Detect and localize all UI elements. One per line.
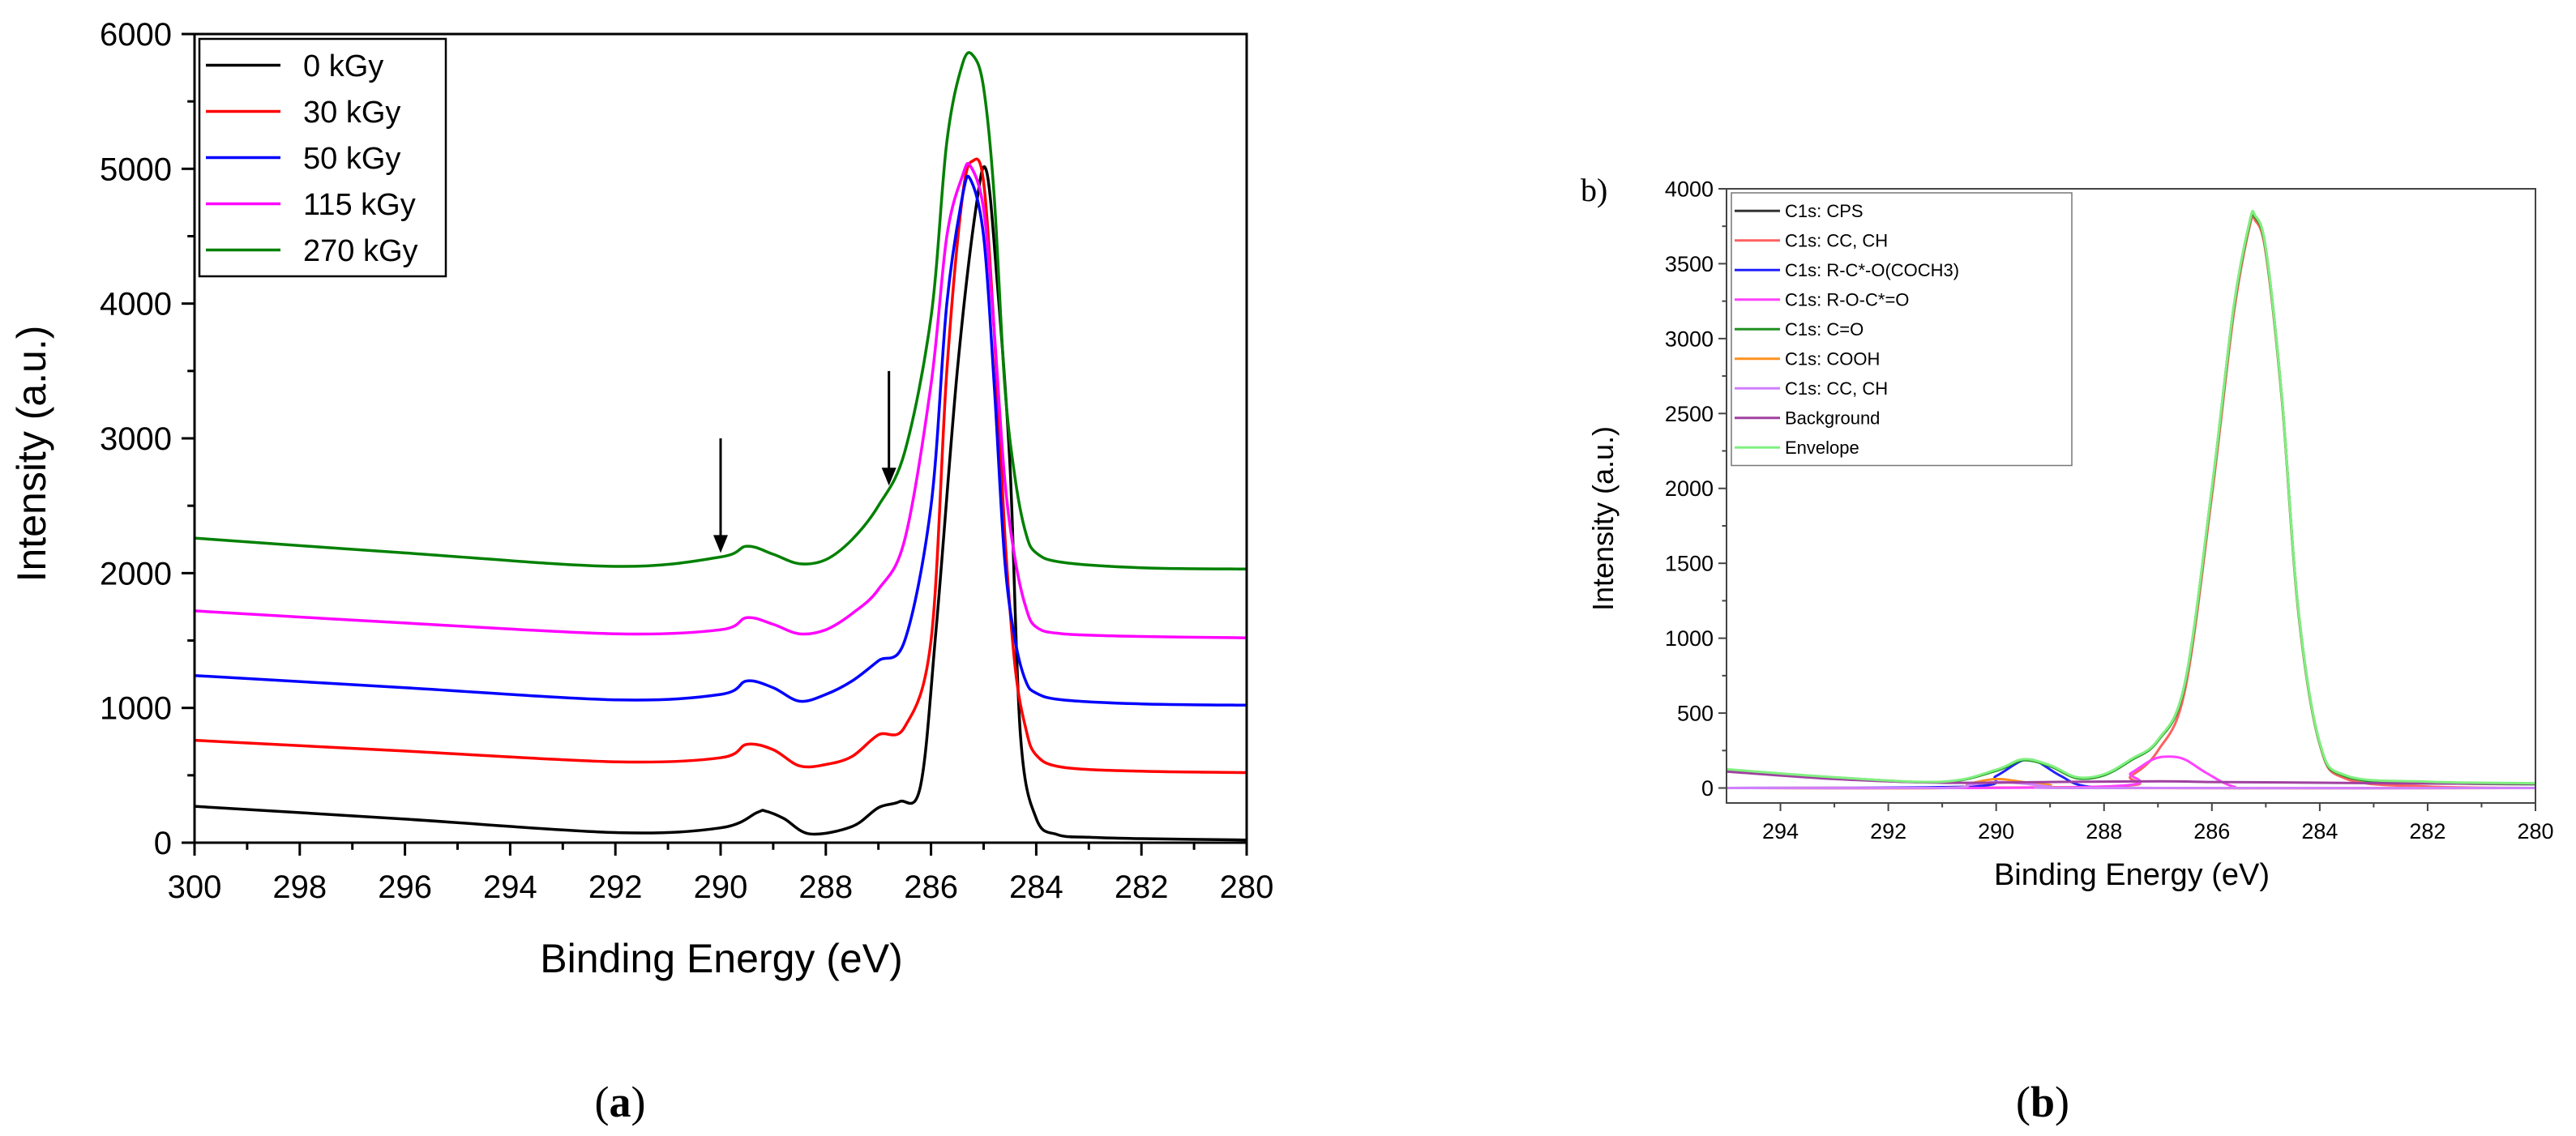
legend-label: 50 kGy — [303, 142, 400, 176]
x-tick-label: 294 — [483, 869, 537, 905]
caption-a: (a) — [595, 1078, 646, 1126]
x-tick-label: 296 — [378, 869, 432, 905]
series-line-c1s-cc-ch — [1726, 780, 2536, 790]
legend-label: 30 kGy — [303, 96, 400, 130]
legend-label: Envelope — [1785, 438, 1859, 458]
y-tick-label: 2500 — [1665, 402, 1714, 426]
caption-b: (b) — [2016, 1078, 2069, 1126]
x-tick-label: 292 — [1870, 819, 1906, 843]
y-tick-label: 2000 — [100, 556, 172, 591]
chart-a-ticks: 300 298 296 294 292 290 288 286 284 282 280 0 1000 20… — [100, 17, 1273, 905]
legend-label: C1s: COOH — [1785, 349, 1880, 369]
x-tick-label: 284 — [1009, 869, 1063, 905]
caption-a-close: ) — [631, 1078, 646, 1126]
series-line-30-kgy — [194, 157, 1247, 775]
series-line-50-kgy — [194, 174, 1247, 707]
y-tick-label: 4000 — [100, 287, 172, 322]
x-tick-label: 300 — [168, 869, 222, 905]
y-tick-label: 3000 — [1665, 327, 1714, 351]
chart-a-series — [194, 51, 1247, 842]
x-tick-label: 288 — [2086, 819, 2122, 843]
y-tick-label: 1000 — [100, 691, 172, 727]
chart-b-xlabel: Binding Energy (eV) — [1994, 858, 2270, 892]
caption-a-open: ( — [595, 1078, 610, 1126]
chart-b-ticks: 294 292 290 288 286 284 282 280 0 500 1000 1500 2000… — [1665, 177, 2554, 843]
y-tick-label: 3500 — [1665, 252, 1714, 276]
caption-b-letter: b — [2030, 1078, 2055, 1126]
y-tick-label: 3000 — [100, 421, 172, 457]
chart-a-arrows — [713, 370, 896, 553]
legend-label: C1s: CC, CH — [1785, 231, 1888, 251]
legend-label: C1s: R-C*-O(COCH3) — [1785, 260, 1959, 280]
y-tick-label: 0 — [154, 826, 172, 861]
legend-label: 115 kGy — [303, 188, 416, 222]
legend-label: C1s: C=O — [1785, 319, 1864, 340]
chart-b-legend: C1s: CPS C1s: CC, CH C1s: R-C*-O(COCH3) C1s… — [1731, 192, 2073, 467]
x-tick-label: 288 — [798, 869, 853, 905]
x-tick-label: 290 — [694, 869, 748, 905]
chart-a-ylabel: Intensity (a.u.) — [9, 326, 54, 583]
legend-label: C1s: CC, CH — [1785, 378, 1888, 399]
legend-label: Background — [1785, 408, 1880, 429]
chart-b-ylabel: Intensity (a.u.) — [1586, 426, 1620, 611]
legend-box — [1731, 192, 2073, 467]
x-tick-label: 282 — [2409, 819, 2445, 843]
x-tick-label: 286 — [2193, 819, 2230, 843]
y-tick-label: 500 — [1677, 702, 1714, 726]
x-tick-label: 286 — [904, 869, 958, 905]
chart-b-corner-label: b) — [1581, 172, 1607, 208]
chart-b-series — [1726, 209, 2536, 790]
caption-a-letter: a — [610, 1078, 631, 1126]
y-tick-label: 1500 — [1665, 552, 1714, 576]
legend-label: 270 kGy — [303, 234, 418, 268]
y-tick-label: 6000 — [100, 17, 172, 53]
y-tick-label: 4000 — [1665, 177, 1714, 201]
series-line-270-kgy — [194, 51, 1247, 571]
x-tick-label: 290 — [1978, 819, 2014, 843]
x-tick-label: 282 — [1115, 869, 1169, 905]
x-tick-label: 298 — [272, 869, 327, 905]
legend-label: 0 kGy — [303, 49, 383, 83]
x-tick-label: 284 — [2301, 819, 2338, 843]
annotation-arrowhead — [881, 468, 896, 486]
series-line-115-kgy — [194, 162, 1247, 639]
chart-a-plot-frame — [193, 32, 1248, 844]
caption-b-open: ( — [2016, 1078, 2030, 1126]
chart-b-plot-frame — [1726, 188, 2536, 804]
annotation-arrowhead — [713, 535, 728, 553]
caption-b-close: ) — [2055, 1078, 2069, 1126]
series-line-envelope — [1726, 209, 2536, 785]
series-line-0-kgy — [194, 164, 1247, 842]
legend-label: C1s: CPS — [1785, 201, 1864, 221]
y-tick-label: 0 — [1701, 776, 1714, 801]
chart-a-legend: 0 kGy 30 kGy 50 kGy 115 kGy 270 kGy — [198, 37, 447, 278]
chart-panel-a: 300 298 296 294 292 290 288 286 284 282 280 0 1000 20… — [9, 17, 1273, 981]
x-tick-label: 280 — [1220, 869, 1274, 905]
x-tick-label: 294 — [1762, 819, 1799, 843]
y-tick-label: 1000 — [1665, 626, 1714, 651]
x-tick-label: 292 — [588, 869, 643, 905]
chart-a-xlabel: Binding Energy (eV) — [540, 936, 902, 981]
chart-panel-b: 294 292 290 288 286 284 282 280 0 500 1000 1500 2000… — [1581, 172, 2554, 892]
legend-label: C1s: R-O-C*=O — [1785, 290, 1909, 310]
y-tick-label: 5000 — [100, 152, 172, 187]
x-tick-label: 280 — [2517, 819, 2553, 843]
y-tick-label: 2000 — [1665, 476, 1714, 501]
